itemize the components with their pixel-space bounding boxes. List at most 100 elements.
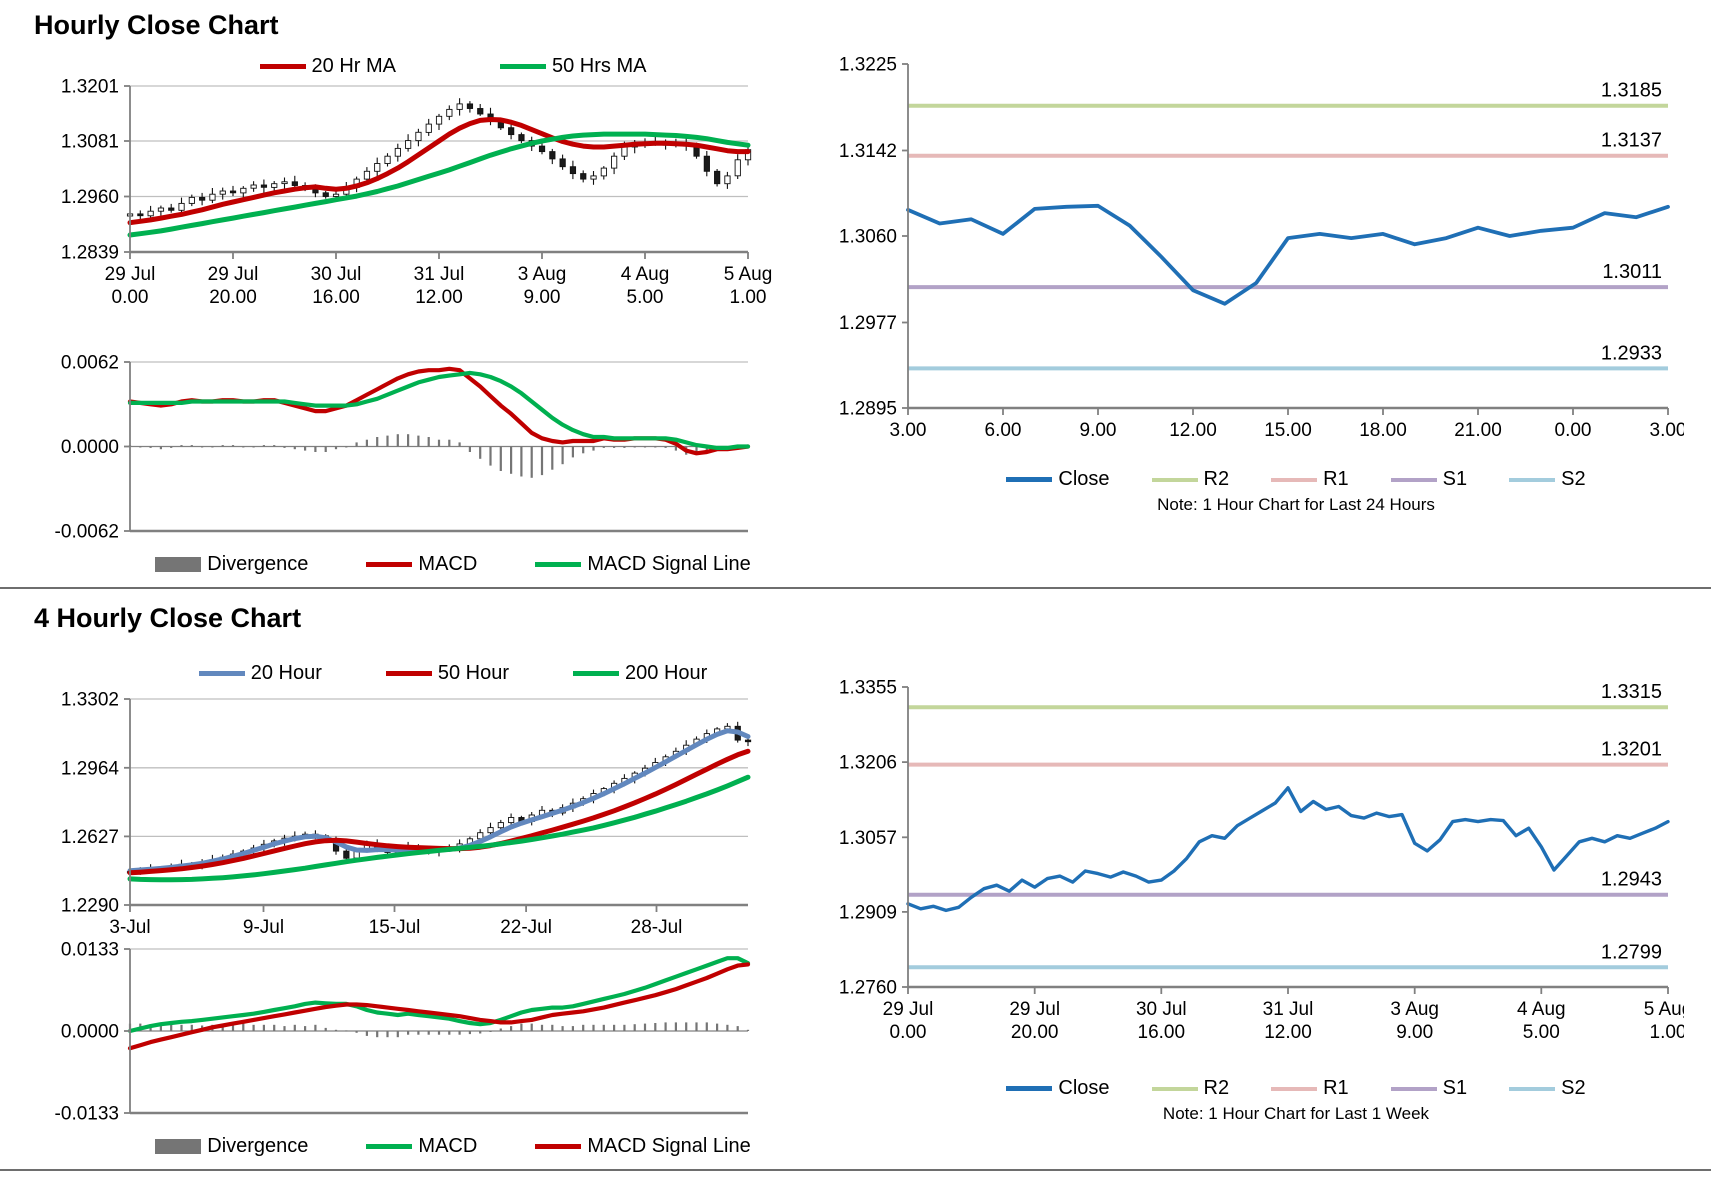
- svg-text:5 Aug: 5 Aug: [1644, 999, 1684, 1020]
- svg-text:29 Jul: 29 Jul: [1009, 999, 1060, 1020]
- legend-item-divergence: Divergence: [155, 553, 308, 576]
- legend-item-50-hour: 50 Hour: [385, 662, 510, 685]
- svg-text:0.0133: 0.0133: [61, 941, 119, 961]
- legend-label: 50 Hrs MA: [552, 55, 647, 77]
- legend-swatch-line-icon: [1390, 1086, 1437, 1091]
- svg-text:1.3201: 1.3201: [1601, 739, 1662, 761]
- legend-item-divergence: Divergence: [155, 1135, 308, 1158]
- svg-text:12.00: 12.00: [415, 287, 463, 308]
- legend-item-r2: R2: [1151, 468, 1230, 491]
- svg-text:9.00: 9.00: [524, 287, 561, 308]
- legend-swatch-box-icon: [155, 1139, 202, 1154]
- svg-text:30 Jul: 30 Jul: [311, 264, 362, 285]
- legend-label: MACD: [418, 1135, 478, 1157]
- svg-text:30 Jul: 30 Jul: [1136, 999, 1187, 1020]
- svg-text:1.3185: 1.3185: [1601, 80, 1662, 102]
- legend-swatch-line-icon: [500, 64, 546, 69]
- legend-item-macd: MACD: [366, 1135, 477, 1158]
- legend-swatch-line-icon: [1509, 477, 1556, 482]
- svg-text:1.2960: 1.2960: [61, 187, 119, 208]
- bottom-divider: [0, 1169, 1711, 1171]
- svg-text:28-Jul: 28-Jul: [631, 917, 683, 938]
- svg-text:20.00: 20.00: [1011, 1022, 1059, 1043]
- legend-item-200-hour: 200 Hour: [573, 662, 707, 685]
- svg-text:1.00: 1.00: [1650, 1022, 1684, 1043]
- legend-swatch-line-icon: [198, 671, 245, 676]
- legend-item-close: Close: [1006, 468, 1110, 491]
- legend-swatch-line-icon: [366, 562, 413, 567]
- legend-label: MACD Signal Line: [587, 1135, 751, 1157]
- svg-text:3 Aug: 3 Aug: [518, 264, 567, 285]
- legend-item-r2: R2: [1151, 1077, 1230, 1100]
- legend-item-20-hour: 20 Hour: [198, 662, 322, 685]
- svg-text:9.00: 9.00: [1396, 1022, 1433, 1043]
- legend-swatch-line-icon: [1390, 477, 1437, 482]
- legend-label: S1: [1442, 1077, 1468, 1099]
- svg-text:22-Jul: 22-Jul: [500, 917, 552, 938]
- svg-text:3-Jul: 3-Jul: [109, 917, 150, 938]
- legend-label: S2: [1561, 468, 1586, 490]
- svg-text:1.3201: 1.3201: [61, 78, 119, 98]
- legend-label: R2: [1203, 1077, 1230, 1099]
- legend-swatch-line-icon: [535, 1144, 582, 1149]
- svg-text:0.0000: 0.0000: [61, 437, 119, 458]
- svg-text:1.3060: 1.3060: [839, 227, 897, 248]
- svg-text:18.00: 18.00: [1359, 420, 1407, 441]
- legend-item-macd: MACD: [366, 553, 477, 576]
- svg-text:4 Aug: 4 Aug: [621, 264, 670, 285]
- legend-swatch-line-icon: [1271, 477, 1318, 482]
- svg-text:16.00: 16.00: [312, 287, 360, 308]
- legend-label: 50 Hour: [437, 662, 510, 684]
- svg-text:31 Jul: 31 Jul: [414, 264, 465, 285]
- legend-swatch-line-icon: [1006, 477, 1053, 482]
- svg-text:1.2943: 1.2943: [1601, 869, 1662, 891]
- svg-text:1.2933: 1.2933: [1601, 342, 1662, 364]
- svg-text:29 Jul: 29 Jul: [208, 264, 259, 285]
- legend-swatch-line-icon: [385, 671, 432, 676]
- svg-text:1.3011: 1.3011: [1602, 261, 1662, 283]
- svg-text:1.2290: 1.2290: [61, 896, 119, 917]
- legend-item-macd-signal-line: MACD Signal Line: [535, 553, 751, 576]
- hourly-price-chart: 1.3201 1.3081 1.2960 1.2839 29 Jul 0.00 29 Jul…: [26, 78, 800, 310]
- page-title: Hourly Close Chart: [34, 10, 279, 40]
- legend-item-s1: S1: [1390, 468, 1467, 491]
- legend-label: R2: [1203, 468, 1230, 490]
- legend-item-close: Close: [1006, 1077, 1110, 1100]
- legend-label: Close: [1058, 468, 1110, 490]
- legend-label: 200 Hour: [625, 662, 708, 684]
- svg-text:1.3206: 1.3206: [839, 753, 897, 774]
- svg-text:-0.0062: -0.0062: [55, 522, 119, 543]
- svg-text:5.00: 5.00: [627, 287, 664, 308]
- svg-text:1.00: 1.00: [730, 287, 767, 308]
- legend-swatch-line-icon: [573, 671, 620, 676]
- svg-text:5 Aug: 5 Aug: [724, 264, 773, 285]
- legend-item-20-hr-ma: 20 Hr MA: [259, 55, 396, 78]
- svg-text:1.3315: 1.3315: [1601, 681, 1662, 703]
- hourly-section: Hourly Close Chart 20 Hr MA 50 Hrs MA 1.3…: [0, 0, 1711, 587]
- hourly-sr-legend: Close R2 R1 S1 S2: [810, 468, 1684, 491]
- svg-text:1.3057: 1.3057: [839, 828, 897, 849]
- svg-text:1.2627: 1.2627: [61, 827, 119, 848]
- svg-text:3 Aug: 3 Aug: [1390, 999, 1439, 1020]
- svg-text:1.3142: 1.3142: [839, 141, 897, 162]
- legend-swatch-line-icon: [535, 562, 582, 567]
- legend-label: Divergence: [207, 1135, 309, 1157]
- svg-text:1.2977: 1.2977: [839, 313, 897, 334]
- svg-text:1.2760: 1.2760: [839, 978, 897, 999]
- svg-text:15-Jul: 15-Jul: [369, 917, 421, 938]
- legend-label: R1: [1323, 1077, 1349, 1099]
- svg-text:16.00: 16.00: [1138, 1022, 1186, 1043]
- legend-swatch-line-icon: [1151, 1086, 1198, 1091]
- svg-text:29 Jul: 29 Jul: [105, 264, 156, 285]
- legend-item-r1: R1: [1271, 468, 1349, 491]
- legend-label: S2: [1561, 1077, 1586, 1099]
- svg-text:4 Aug: 4 Aug: [1517, 999, 1566, 1020]
- svg-text:12.00: 12.00: [1169, 420, 1217, 441]
- legend-swatch-line-icon: [366, 1144, 413, 1149]
- svg-text:1.3137: 1.3137: [1601, 130, 1662, 152]
- svg-text:0.0000: 0.0000: [61, 1022, 119, 1043]
- svg-text:9.00: 9.00: [1080, 420, 1117, 441]
- svg-text:1.3355: 1.3355: [839, 678, 897, 699]
- svg-text:5.00: 5.00: [1523, 1022, 1560, 1043]
- hourly-macd-legend: Divergence MACD MACD Signal Line: [26, 553, 776, 576]
